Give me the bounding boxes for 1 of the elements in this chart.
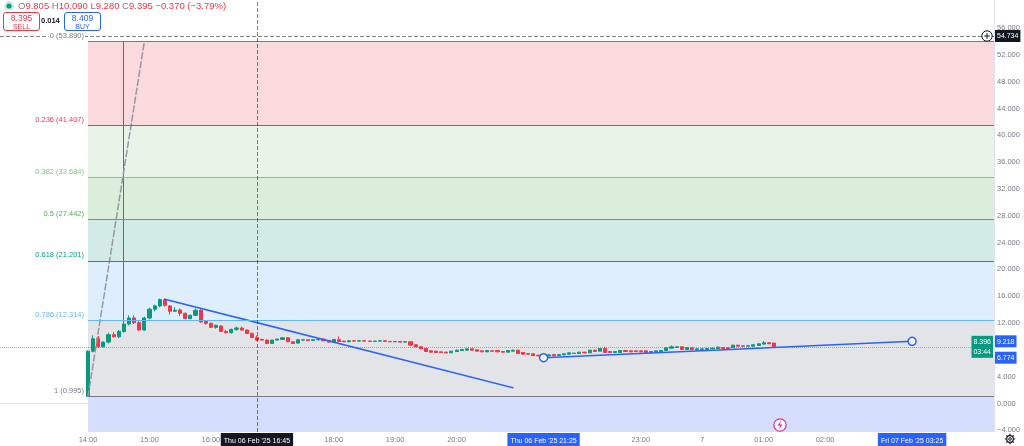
chart-title: O9.805 H10.090 L9.280 C9.395 −0.370 (−3.79%) <box>18 0 227 11</box>
